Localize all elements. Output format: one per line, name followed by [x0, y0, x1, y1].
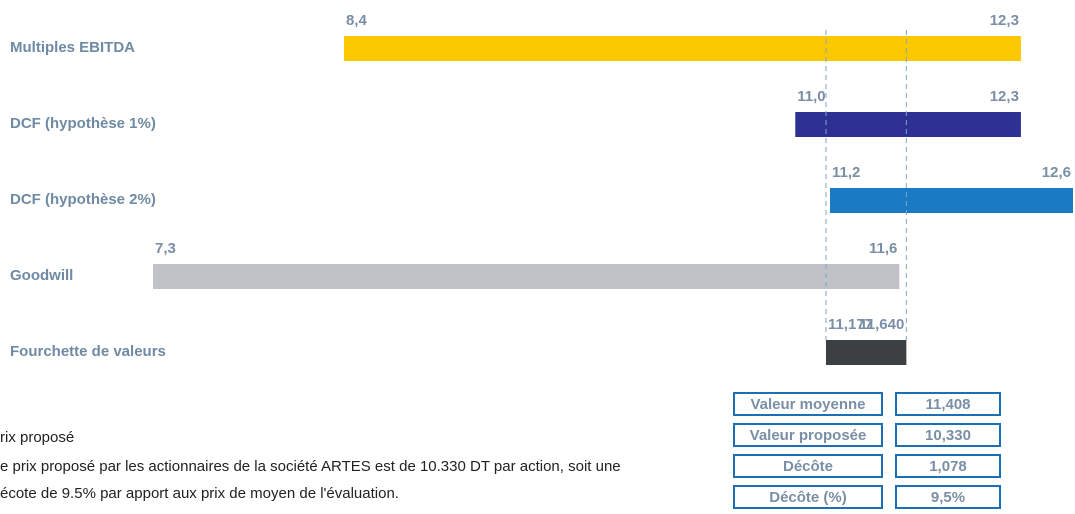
table-label: Décôte (%)	[769, 489, 847, 506]
high-label: 11,640	[859, 316, 904, 333]
cell-box	[733, 392, 883, 416]
low-label: 11,0	[797, 88, 825, 105]
cell-box	[733, 454, 883, 478]
low-label: 11,2	[832, 164, 860, 181]
cell-box	[895, 485, 1001, 509]
cell-box	[733, 485, 883, 509]
cell-box	[895, 392, 1001, 416]
cell-box	[895, 454, 1001, 478]
high-label: 12,3	[990, 12, 1019, 29]
category-label: Goodwill	[10, 267, 73, 284]
bar	[795, 112, 1021, 137]
table-value: 11,408	[925, 396, 970, 413]
low-label: 7,3	[155, 240, 176, 257]
bar	[153, 264, 900, 289]
cell-box	[895, 423, 1001, 447]
table-value: 10,330	[925, 427, 971, 444]
high-label: 11,6	[869, 240, 897, 257]
paragraph-line: écote de 9.5% par apport aux prix de moy…	[0, 485, 399, 502]
low-label: 11,177	[828, 316, 873, 333]
category-label: DCF (hypothèse 1%)	[10, 115, 156, 132]
table-value: 1,078	[929, 458, 967, 475]
bar	[829, 188, 1073, 213]
table-value: 9,5%	[931, 489, 965, 506]
table-label: Décôte	[783, 458, 833, 475]
cell-box	[733, 423, 883, 447]
paragraph-line: e prix proposé par les actionnaires de l…	[0, 458, 621, 475]
high-label: 12,6	[1042, 164, 1071, 181]
table-label: Valeur proposée	[750, 427, 867, 444]
category-label: DCF (hypothèse 2%)	[10, 191, 156, 208]
table-label: Valeur moyenne	[750, 396, 865, 413]
bar	[825, 340, 907, 365]
low-label: 8,4	[346, 12, 368, 29]
category-label: Fourchette de valeurs	[10, 343, 166, 360]
high-label: 12,3	[990, 88, 1019, 105]
heading: rix proposé	[0, 429, 74, 446]
category-label: Multiples EBITDA	[10, 39, 135, 56]
bar	[343, 36, 1021, 61]
